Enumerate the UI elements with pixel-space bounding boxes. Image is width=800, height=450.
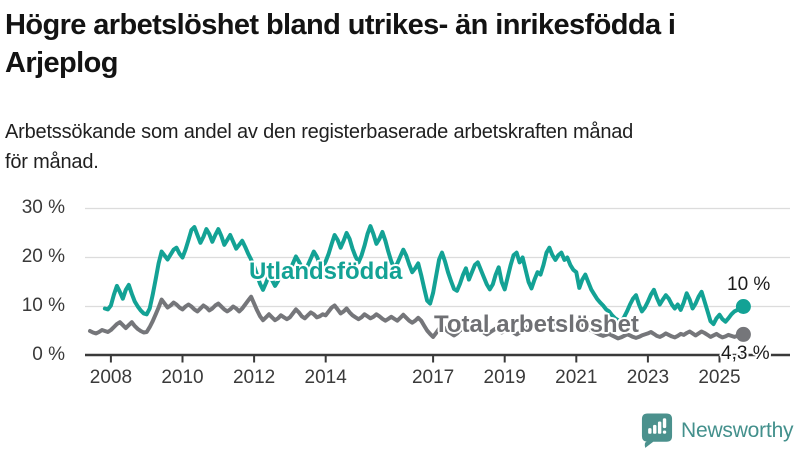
- newsworthy-logo: Newsworthy: [641, 412, 794, 449]
- series-end-dot-0: [735, 299, 751, 314]
- newsworthy-bubble-chart-icon: [641, 413, 673, 448]
- x-axis-tick-label-2008: 2008: [89, 367, 133, 388]
- y-axis-label-10: 10 %: [21, 295, 65, 316]
- x-axis-tick-label-2010: 2010: [161, 367, 204, 388]
- y-axis-label-0: 0 %: [32, 344, 65, 365]
- subtitle-line-2: för månad.: [5, 151, 99, 173]
- x-axis-tick-label-2017: 2017: [411, 367, 455, 388]
- x-axis-tick-label-2014: 2014: [304, 367, 347, 388]
- series-label-total-arbetsloshet: Total arbetslöshet: [434, 311, 639, 338]
- series-label-utlandsfodda: Utlandsfödda: [249, 258, 403, 285]
- x-axis-tick-label-2025: 2025: [698, 367, 741, 388]
- series-line-1: [88, 294, 746, 341]
- newsworthy-logo-text: Newsworthy: [681, 418, 794, 442]
- x-axis-tick-label-2023: 2023: [626, 367, 670, 388]
- chart-subtitle: Arbetssökande som andel av den registerb…: [5, 117, 633, 177]
- page-title: Högre arbetslöshet bland utrikes- än inr…: [5, 6, 676, 82]
- series-line-0: [102, 224, 746, 327]
- y-axis-label-30: 30 %: [21, 197, 65, 218]
- end-value-label-utlandsfodda: 10 %: [727, 274, 771, 295]
- x-axis-tick-label-2012: 2012: [232, 367, 276, 388]
- subtitle-line-1: Arbetssökande som andel av den registerb…: [5, 121, 634, 143]
- y-axis-label-20: 20 %: [21, 246, 65, 267]
- title-line-2: Arjeplog: [5, 47, 118, 79]
- series-end-dot-1: [735, 326, 751, 342]
- title-line-1: Högre arbetslöshet bland utrikes- än inr…: [5, 9, 676, 41]
- end-value-label-total: 4,3 %: [721, 343, 770, 364]
- x-axis-tick-label-2019: 2019: [483, 367, 526, 388]
- x-axis-tick-label-2021: 2021: [555, 367, 598, 388]
